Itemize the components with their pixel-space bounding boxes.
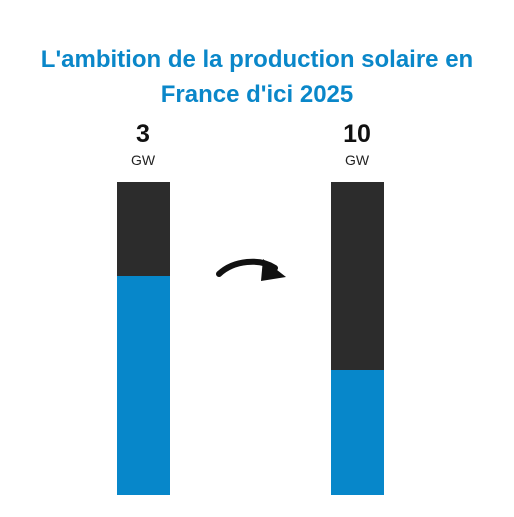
bar-unit-label-2: GW	[344, 152, 370, 168]
bar-value-label-2: 10	[343, 120, 371, 148]
bar-1	[117, 182, 170, 495]
bar-2-fill	[331, 369, 384, 495]
bar-1-fill	[117, 275, 170, 495]
arrow-head	[261, 259, 286, 281]
chart-title: L'ambition de la production solaire en F…	[40, 46, 474, 108]
bar-2	[331, 182, 384, 495]
bar-unit-label-1: GW	[130, 152, 156, 168]
curved-arrow-right-icon	[216, 258, 286, 281]
bar-value-label-1: 3	[136, 120, 150, 148]
